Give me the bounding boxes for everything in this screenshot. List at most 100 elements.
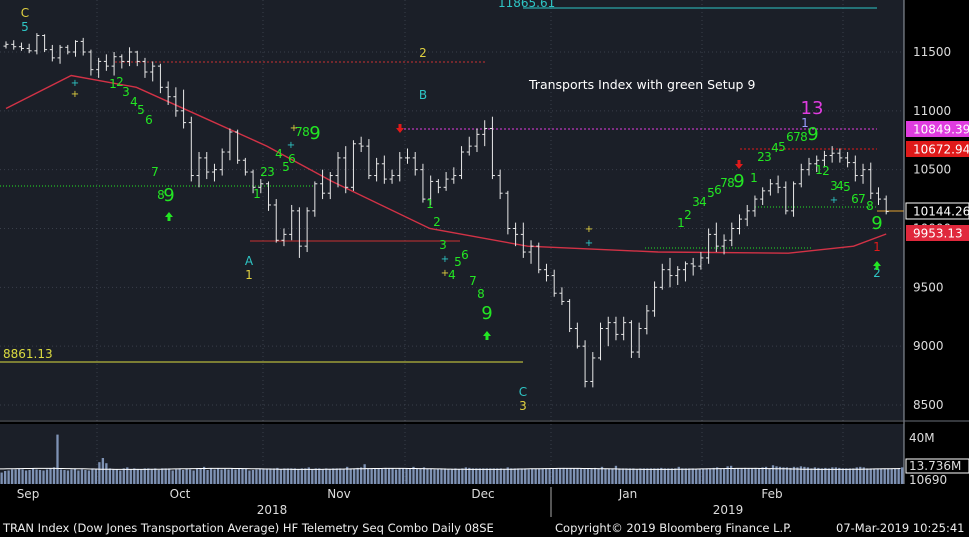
ohlc-bar <box>389 169 395 184</box>
volume-bar <box>743 467 747 484</box>
setup-count-label: 3 <box>830 179 838 193</box>
volume-bar <box>593 467 597 484</box>
volume-bar <box>510 468 513 484</box>
volume-bar <box>31 468 35 484</box>
setup-count-label: 3 <box>764 150 772 164</box>
volume-bar <box>339 468 342 484</box>
volume-bar <box>716 467 719 484</box>
volume-bar <box>94 469 98 484</box>
setup-count-label: A <box>245 254 254 268</box>
setup-count-label: 7 <box>295 125 303 139</box>
volume-bar <box>258 468 262 484</box>
volume-bar <box>461 468 464 484</box>
volume-bar <box>614 465 618 484</box>
volume-bar <box>841 468 844 484</box>
plus-marker: + <box>287 140 295 151</box>
ohlc-bar <box>18 42 24 51</box>
volume-bar <box>168 468 171 484</box>
ohlc-bar <box>181 89 187 129</box>
volume-bar <box>380 468 384 484</box>
volume-bar <box>429 468 433 484</box>
volume-bar <box>80 469 84 484</box>
volume-bar <box>45 469 49 484</box>
volume-bar <box>415 468 419 484</box>
volume-bar <box>632 468 635 484</box>
volume-bar <box>768 468 771 484</box>
ohlc-bar <box>350 140 356 191</box>
setup-count-label: 1 <box>801 116 809 130</box>
plus-marker: + <box>290 123 298 134</box>
setup-count-label: 6 <box>786 130 794 144</box>
volume-bar <box>876 468 879 484</box>
footer-copyright: Copyright© 2019 Bloomberg Finance L.P. <box>555 521 792 535</box>
setup-count-label: 1 <box>426 197 434 211</box>
setup-count-label: 4 <box>836 179 844 193</box>
volume-bar <box>42 470 45 484</box>
setup-count-label: 1 <box>677 216 685 230</box>
volume-bar <box>838 467 841 484</box>
ohlc-bar <box>366 139 372 180</box>
ohlc-bar <box>783 181 789 215</box>
ohlc-bar <box>520 222 526 258</box>
volume-bar <box>799 466 803 484</box>
volume-bar <box>565 468 569 484</box>
setup-count-label: 2 <box>873 266 881 280</box>
volume-bar <box>597 468 600 484</box>
setup-count-label: 1 <box>109 77 117 91</box>
volume-bar <box>866 468 869 484</box>
ohlc-bar <box>505 190 511 235</box>
ohlc-bar <box>289 204 295 241</box>
ohlc-bar <box>713 222 719 253</box>
volume-bar <box>307 467 310 484</box>
volume-bar <box>279 469 283 484</box>
setup-count-label: 1 <box>873 240 881 254</box>
volume-bar <box>576 468 579 484</box>
price-tag: 10144.26 <box>905 202 969 220</box>
ohlc-bar <box>119 54 125 69</box>
volume-bar <box>457 469 461 484</box>
volume-bar <box>901 467 904 484</box>
ohlc-bar <box>381 155 387 184</box>
volume-bar <box>262 468 265 484</box>
ohlc-bar <box>211 163 217 182</box>
setup-count-label: 1 <box>750 171 758 185</box>
volume-bar <box>639 468 642 484</box>
volume-bar <box>688 468 691 484</box>
ohlc-bar <box>150 61 156 82</box>
ohlc-bar <box>852 155 858 182</box>
chart-title: Transports Index with green Setup 9 <box>528 77 755 92</box>
volume-bar <box>611 468 614 484</box>
setup-count-label: 8 <box>477 287 485 301</box>
volume-bar <box>269 468 272 484</box>
ohlc-bar <box>281 228 287 247</box>
volume-bar <box>862 467 865 484</box>
ohlc-bar <box>72 40 78 57</box>
volume-bar <box>10 469 14 484</box>
ohlc-bar <box>103 54 109 71</box>
volume-axis-label: 40M <box>909 431 935 445</box>
volume-bar <box>782 467 785 484</box>
volume-bar <box>443 468 447 484</box>
ohlc-bar <box>497 169 503 200</box>
ohlc-bar <box>729 222 735 247</box>
volume-bar <box>785 467 789 484</box>
volume-bar <box>604 468 607 484</box>
ohlc-bar <box>767 179 773 196</box>
volume-bar <box>360 467 363 484</box>
volume-bar <box>492 468 495 484</box>
volume-bar <box>771 465 775 484</box>
sell-arrow <box>735 160 743 169</box>
volume-bar <box>147 468 150 484</box>
volume-bar <box>541 468 544 484</box>
ohlc-bar <box>659 263 665 290</box>
footer-timestamp: 07-Mar-2019 10:25:41 <box>836 521 964 535</box>
volume-bar <box>115 469 118 484</box>
volume-bar <box>883 468 886 484</box>
volume-bar <box>0 472 3 484</box>
ohlc-bar <box>752 195 758 217</box>
setup-count-label: 7 <box>469 274 477 288</box>
setup-count-label: 5 <box>454 255 462 269</box>
volume-bar <box>569 468 572 484</box>
volume-bar <box>384 467 387 484</box>
